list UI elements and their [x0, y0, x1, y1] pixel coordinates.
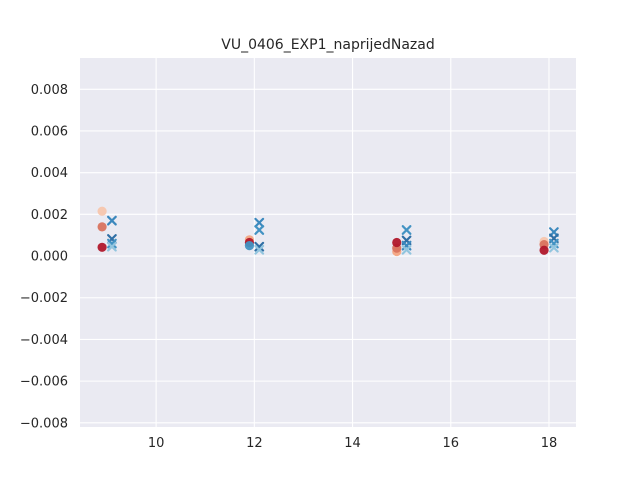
x-marker-stroke	[107, 215, 117, 226]
chart-title: VU_0406_EXP1_naprijedNazad	[221, 37, 434, 53]
y-tick-label: 0.004	[31, 166, 68, 181]
x-marker-point	[549, 242, 559, 253]
y-tick-label: −0.004	[20, 333, 68, 348]
x-marker-point	[254, 241, 265, 252]
x-marker-point	[254, 225, 265, 235]
circle-point	[97, 242, 107, 252]
circle-point	[97, 206, 107, 216]
x-marker-point	[254, 244, 265, 255]
y-tick-label: −0.006	[20, 375, 68, 390]
x-marker-point	[401, 225, 412, 235]
grid	[80, 58, 576, 427]
x-marker-stroke	[254, 244, 265, 255]
x-tick-label: 18	[541, 436, 558, 451]
x-tick-label: 10	[148, 436, 165, 451]
x-marker-point	[107, 215, 117, 226]
y-tick-label: −0.002	[20, 291, 68, 306]
x-marker-stroke	[549, 242, 559, 253]
x-marker-stroke	[254, 225, 265, 235]
y-tick-label: 0.000	[31, 250, 68, 265]
x-tick-label: 14	[344, 436, 361, 451]
tick-labels: 10 12 14 16 18 −0.008 −0.006 −0.004 −0.002 0.000 0…	[20, 83, 557, 451]
y-tick-label: 0.006	[31, 124, 68, 139]
x-tick-label: 16	[442, 436, 459, 451]
x-marker-stroke	[401, 244, 412, 255]
x-marker-point	[107, 238, 117, 249]
y-tick-label: 0.002	[31, 208, 68, 223]
x-marker-point	[401, 244, 412, 255]
y-tick-label: −0.008	[20, 416, 68, 431]
circle-point	[244, 241, 255, 251]
circle-point	[97, 222, 107, 232]
data-points	[97, 206, 559, 257]
plot-area	[80, 58, 576, 427]
x-marker-point	[254, 217, 265, 228]
x-marker-stroke	[107, 238, 117, 249]
x-marker-point	[107, 241, 117, 252]
circle-point	[392, 237, 402, 248]
x-marker-stroke	[401, 225, 412, 235]
y-tick-label: 0.008	[31, 83, 68, 98]
x-marker-stroke	[107, 241, 117, 252]
x-marker-stroke	[254, 241, 265, 252]
x-marker-stroke	[254, 217, 265, 228]
x-tick-label: 12	[246, 436, 263, 451]
circle-point	[539, 245, 549, 255]
